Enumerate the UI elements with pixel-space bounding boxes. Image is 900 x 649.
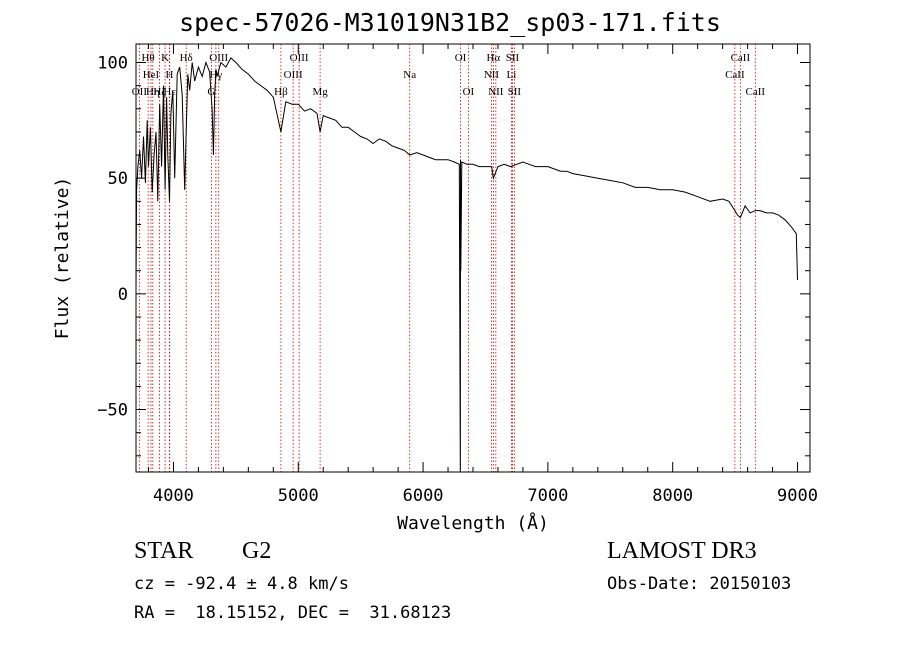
- line-marker-label: OII: [132, 86, 148, 98]
- line-marker-label: SII: [506, 52, 520, 64]
- line-marker-label: Li: [507, 69, 517, 81]
- object-class-label: STAR: [134, 538, 194, 564]
- survey-label: LAMOST DR3: [607, 538, 757, 564]
- line-marker-label: OI: [455, 52, 467, 64]
- line-marker-label: NII: [484, 69, 500, 81]
- plot-frame: [135, 43, 811, 473]
- line-marker-label: CaII: [746, 86, 766, 98]
- obs-date-line: Obs-Date: 20150103: [607, 574, 792, 594]
- object-subclass-label: G2: [242, 538, 272, 564]
- line-marker-label: Hδ: [180, 52, 193, 64]
- line-marker-label: Na: [403, 69, 416, 81]
- y-axis-label: Flux (relative): [52, 177, 73, 340]
- y-tick-label: 50: [108, 169, 128, 189]
- x-tick-label: 9000: [777, 486, 818, 506]
- line-marker-label: CaII: [731, 52, 751, 64]
- line-marker-label: G: [207, 86, 215, 98]
- chart-title: spec-57026-M31019N31B2_sp03-171.fits: [179, 8, 721, 37]
- x-tick-label: 5000: [278, 486, 319, 506]
- line-marker-label: OIII: [290, 52, 309, 64]
- x-tick-label: 4000: [153, 486, 194, 506]
- line-marker-label: SII: [508, 86, 522, 98]
- line-marker-label: H: [165, 69, 173, 81]
- y-tick-label: −50: [97, 401, 128, 421]
- coordinates-line: RA = 18.15152, DEC = 31.68123: [134, 603, 452, 623]
- cz-line: cz = -92.4 ± 4.8 km/s: [134, 574, 349, 594]
- line-marker-label: Hα: [486, 52, 500, 64]
- line-marker-label: Hβ: [274, 86, 288, 98]
- line-marker-label: Hζ: [153, 86, 166, 98]
- line-marker-label: Mg: [312, 86, 328, 98]
- y-tick-label: 0: [118, 285, 128, 305]
- line-marker-label: OIII: [209, 52, 228, 64]
- x-tick-label: 8000: [652, 486, 693, 506]
- x-tick-label: 7000: [527, 486, 568, 506]
- x-axis-label: Wavelength (Å): [397, 512, 549, 534]
- line-marker-label: OI: [463, 86, 475, 98]
- y-tick-label: 100: [97, 54, 128, 74]
- line-marker-label: NII: [488, 86, 504, 98]
- line-marker-label: K: [161, 52, 169, 64]
- line-marker-label: Hε: [163, 86, 176, 98]
- line-marker-label: CaII: [725, 69, 745, 81]
- line-marker-label: OIII: [284, 69, 303, 81]
- line-marker-label: HeI: [143, 69, 160, 81]
- line-marker-label: Hη: [146, 86, 160, 98]
- x-tick-label: 6000: [403, 486, 444, 506]
- line-marker-label: Hγ: [209, 69, 222, 81]
- line-marker-label: Hθ: [141, 52, 154, 64]
- spectrum-line: [135, 57, 798, 473]
